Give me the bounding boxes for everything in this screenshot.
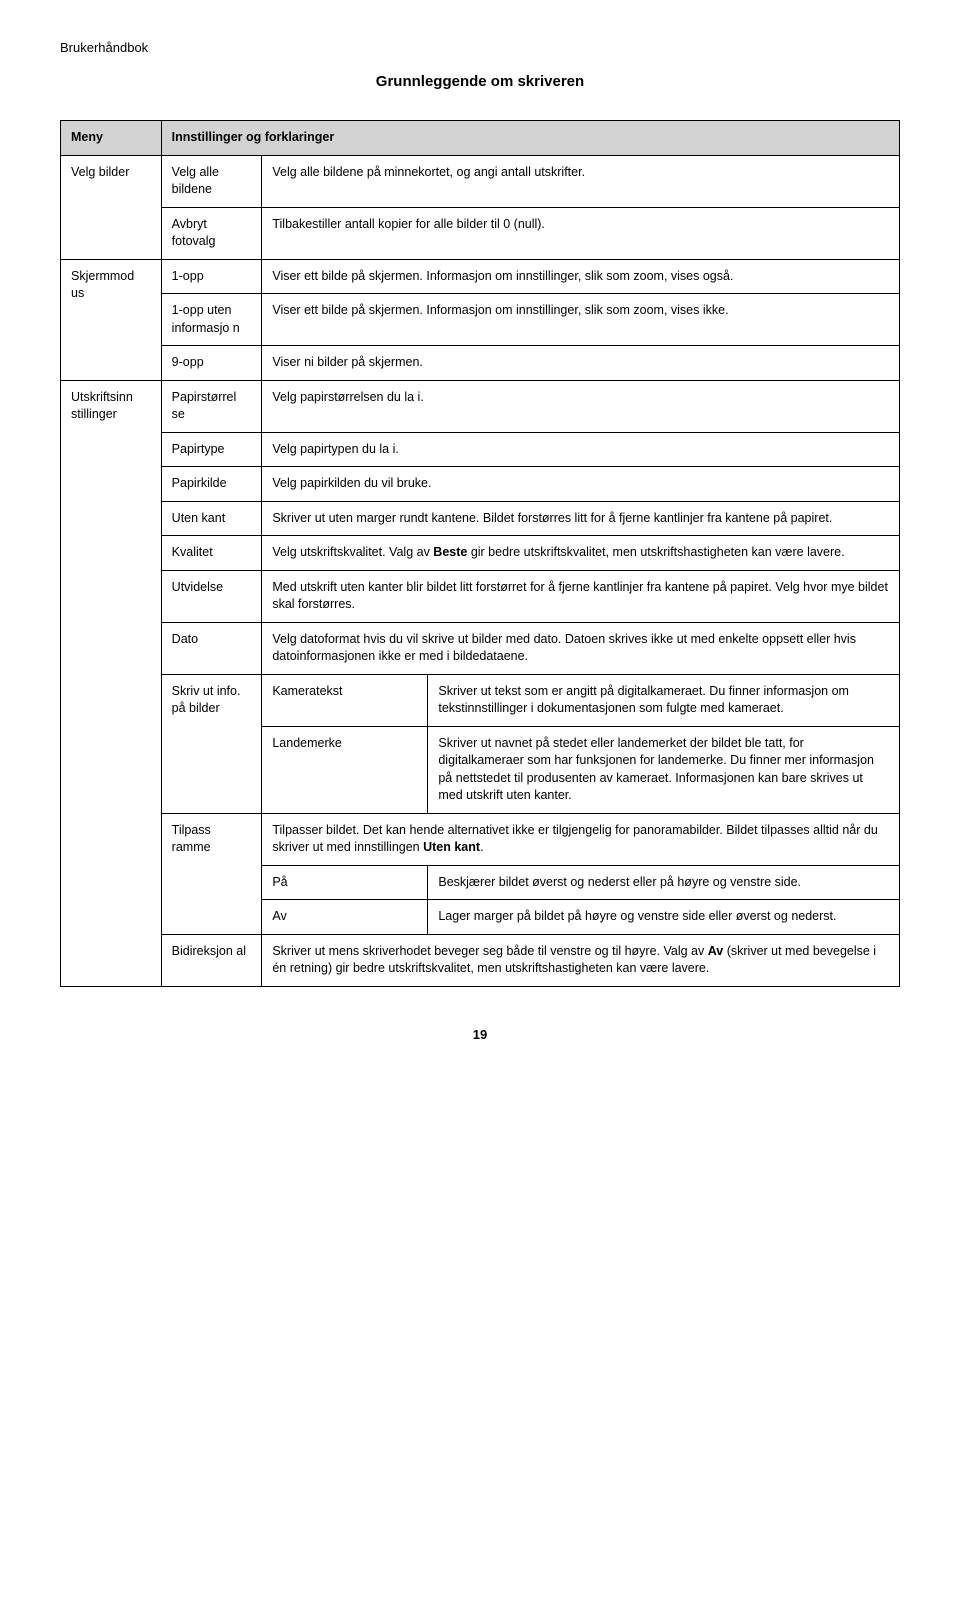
table-row: Avbryt fotovalg Tilbakestiller antall ko… bbox=[61, 207, 900, 259]
opt-label: Dato bbox=[161, 622, 262, 674]
nested-cell: På Beskjærer bildet øverst og nederst el… bbox=[262, 865, 900, 900]
desc-pre: Skriver ut mens skriverhodet beveger seg… bbox=[272, 944, 707, 958]
opt-desc: Velg papirkilden du vil bruke. bbox=[262, 467, 900, 502]
opt-desc: Velg alle bildene på minnekortet, og ang… bbox=[262, 155, 900, 207]
opt-label: Tilpass ramme bbox=[161, 813, 262, 934]
opt-label: Skriv ut info. på bilder bbox=[161, 674, 262, 813]
opt-label: 1-opp uten informasjo n bbox=[161, 294, 262, 346]
opt-label: 9-opp bbox=[161, 346, 262, 381]
table-row: Skjermmod us 1-opp Viser ett bilde på sk… bbox=[61, 259, 900, 294]
opt-desc: Velg papirstørrelsen du la i. bbox=[262, 380, 900, 432]
opt-desc: Velg datoformat hvis du vil skrive ut bi… bbox=[262, 622, 900, 674]
opt-label: Utvidelse bbox=[161, 570, 262, 622]
desc-post: . bbox=[480, 840, 483, 854]
group-label: Utskriftsinn stillinger bbox=[61, 380, 162, 986]
opt-desc: Skriver ut mens skriverhodet beveger seg… bbox=[262, 934, 900, 986]
table-row: Utvidelse Med utskrift uten kanter blir … bbox=[61, 570, 900, 622]
table-row: 9-opp Viser ni bilder på skjermen. bbox=[61, 346, 900, 381]
opt-desc: Velg utskriftskvalitet. Valg av Beste gi… bbox=[262, 536, 900, 571]
th-innst: Innstillinger og forklaringer bbox=[161, 121, 899, 156]
desc-post: gir bedre utskriftskvalitet, men utskrif… bbox=[467, 545, 844, 559]
sub-key: Kameratekst bbox=[262, 675, 428, 726]
desc-pre: Tilpasser bildet. Det kan hende alternat… bbox=[272, 823, 877, 855]
th-meny: Meny bbox=[61, 121, 162, 156]
group-label: Velg bilder bbox=[61, 155, 162, 259]
table-row: Uten kant Skriver ut uten marger rundt k… bbox=[61, 501, 900, 536]
opt-desc: Tilbakestiller antall kopier for alle bi… bbox=[262, 207, 900, 259]
table-row: Utskriftsinn stillinger Papirstørrel se … bbox=[61, 380, 900, 432]
sub-val: Skriver ut tekst som er angitt på digita… bbox=[428, 675, 899, 726]
group-label: Skjermmod us bbox=[61, 259, 162, 380]
opt-desc: Tilpasser bildet. Det kan hende alternat… bbox=[262, 813, 900, 865]
sub-key: Landemerke bbox=[262, 727, 428, 813]
opt-desc: Viser ett bilde på skjermen. Informasjon… bbox=[262, 259, 900, 294]
table-row: Papirtype Velg papirtypen du la i. bbox=[61, 432, 900, 467]
sub-key: På bbox=[262, 866, 428, 900]
desc-bold: Av bbox=[708, 944, 724, 958]
desc-bold: Beste bbox=[433, 545, 467, 559]
page-number: 19 bbox=[60, 1027, 900, 1042]
table-row: Tilpass ramme Tilpasser bildet. Det kan … bbox=[61, 813, 900, 865]
sub-val: Beskjærer bildet øverst og nederst eller… bbox=[428, 866, 899, 900]
table-row: 1-opp uten informasjo n Viser ett bilde … bbox=[61, 294, 900, 346]
opt-desc: Skriver ut uten marger rundt kantene. Bi… bbox=[262, 501, 900, 536]
desc-pre: Velg utskriftskvalitet. Valg av bbox=[272, 545, 433, 559]
opt-label: Papirstørrel se bbox=[161, 380, 262, 432]
opt-label: Velg alle bildene bbox=[161, 155, 262, 207]
table-row: Kvalitet Velg utskriftskvalitet. Valg av… bbox=[61, 536, 900, 571]
nested-cell: Av Lager marger på bildet på høyre og ve… bbox=[262, 900, 900, 935]
section-title: Grunnleggende om skriveren bbox=[60, 73, 900, 90]
opt-label: Papirkilde bbox=[161, 467, 262, 502]
desc-bold: Uten kant bbox=[423, 840, 480, 854]
table-row: Bidireksjon al Skriver ut mens skriverho… bbox=[61, 934, 900, 986]
doc-header-title: Brukerhåndbok bbox=[60, 40, 900, 55]
table-row: Skriv ut info. på bilder Kameratekst Skr… bbox=[61, 674, 900, 726]
opt-label: 1-opp bbox=[161, 259, 262, 294]
opt-label: Kvalitet bbox=[161, 536, 262, 571]
table-row: Papirkilde Velg papirkilden du vil bruke… bbox=[61, 467, 900, 502]
opt-label: Avbryt fotovalg bbox=[161, 207, 262, 259]
opt-label: Uten kant bbox=[161, 501, 262, 536]
opt-desc: Med utskrift uten kanter blir bildet lit… bbox=[262, 570, 900, 622]
settings-table: Meny Innstillinger og forklaringer Velg … bbox=[60, 120, 900, 987]
opt-desc: Viser ni bilder på skjermen. bbox=[262, 346, 900, 381]
nested-cell: Landemerke Skriver ut navnet på stedet e… bbox=[262, 726, 900, 813]
table-row: Velg bilder Velg alle bildene Velg alle … bbox=[61, 155, 900, 207]
sub-val: Lager marger på bildet på høyre og venst… bbox=[428, 900, 899, 934]
sub-key: Av bbox=[262, 900, 428, 934]
sub-val: Skriver ut navnet på stedet eller landem… bbox=[428, 727, 899, 813]
opt-label: Bidireksjon al bbox=[161, 934, 262, 986]
opt-desc: Viser ett bilde på skjermen. Informasjon… bbox=[262, 294, 900, 346]
opt-label: Papirtype bbox=[161, 432, 262, 467]
table-row: Dato Velg datoformat hvis du vil skrive … bbox=[61, 622, 900, 674]
nested-cell: Kameratekst Skriver ut tekst som er angi… bbox=[262, 674, 900, 726]
opt-desc: Velg papirtypen du la i. bbox=[262, 432, 900, 467]
